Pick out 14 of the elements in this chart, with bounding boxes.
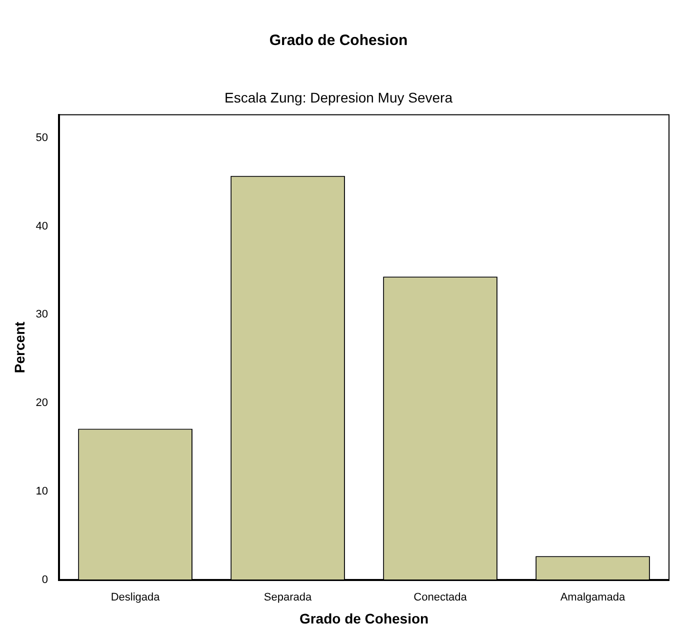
- chart-title: Grado de Cohesion: [269, 32, 408, 50]
- x-tick-label: Separada: [264, 592, 312, 604]
- y-axis-title: Percent: [11, 321, 28, 374]
- x-tick-label: Amalgamada: [560, 592, 626, 604]
- y-tick-label: 30: [36, 308, 48, 321]
- y-tick-label: 10: [36, 486, 48, 498]
- y-tick-label: 20: [36, 397, 48, 410]
- x-tick-label: Conectada: [414, 592, 468, 604]
- x-axis-title: Grado de Cohesion: [299, 610, 429, 626]
- x-tick-label: Desligada: [110, 592, 161, 604]
- chart-subtitle: Escala Zung: Depresion Muy Severa: [224, 89, 453, 106]
- y-tick-label: 50: [36, 132, 48, 144]
- y-tick-label: 0: [42, 574, 48, 586]
- y-tick-label: 40: [36, 220, 48, 232]
